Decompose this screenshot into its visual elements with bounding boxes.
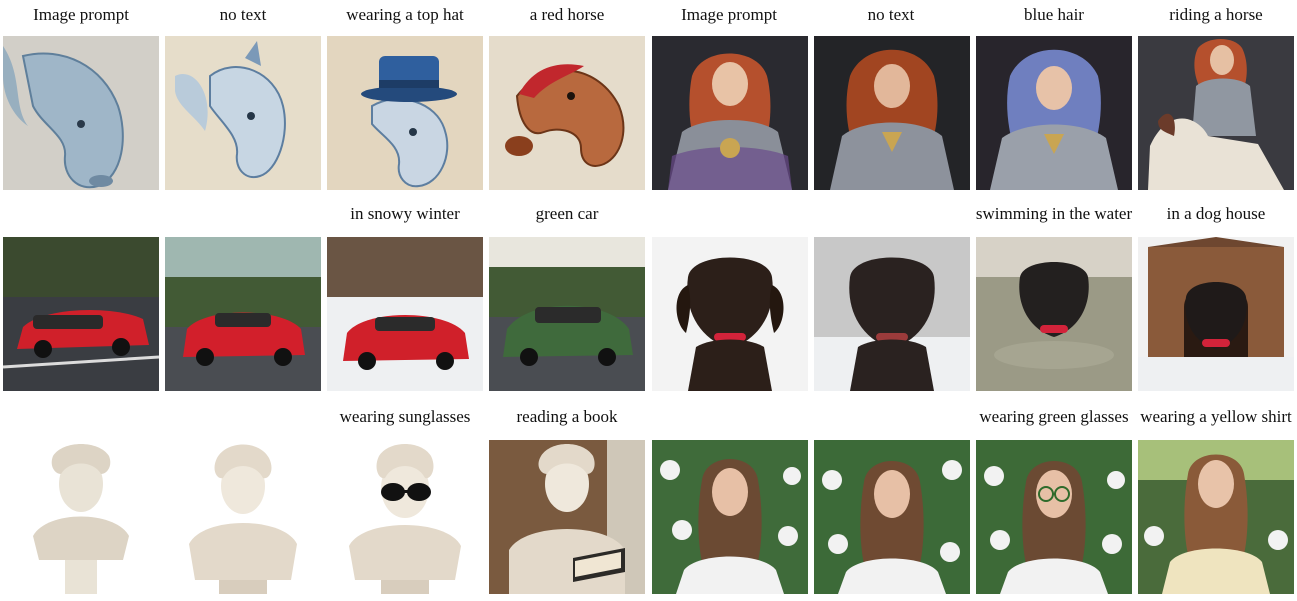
image-warrior-blue-hair (976, 36, 1132, 190)
image-car-snowy-winter (327, 237, 483, 391)
caption-r1-c3: wearing a top hat (346, 5, 464, 24)
image-warrior-prompt (652, 36, 808, 190)
caption-r3-c8: wearing a yellow shirt (1140, 407, 1292, 426)
image-woman-green-glasses (976, 440, 1132, 594)
image-horse-sketch-prompt (3, 36, 159, 190)
image-statue-prompt (3, 440, 159, 594)
caption-r1-c1: Image prompt (33, 5, 129, 24)
image-dog-in-dog-house (1138, 237, 1294, 391)
image-dog-swimming (976, 237, 1132, 391)
image-statue-reading-book (489, 440, 645, 594)
image-woman-no-text (814, 440, 970, 594)
caption-r2-c4: green car (535, 204, 599, 223)
caption-r1-c8: riding a horse (1169, 5, 1263, 24)
image-car-green (489, 237, 645, 391)
image-dog-prompt (652, 237, 808, 391)
image-statue-sunglasses (327, 440, 483, 594)
caption-r1-c4: a red horse (529, 5, 605, 24)
image-car-prompt (3, 237, 159, 391)
caption-r2-c3: in snowy winter (350, 204, 460, 223)
caption-r1-c6: no text (867, 5, 915, 24)
caption-r3-c4: reading a book (516, 407, 618, 426)
image-car-no-text (165, 237, 321, 391)
image-horse-red (489, 36, 645, 190)
caption-r1-c2: no text (219, 5, 267, 24)
caption-r3-c3: wearing sunglasses (339, 407, 471, 426)
caption-r1-c5: Image prompt (681, 5, 777, 24)
image-dog-no-text (814, 237, 970, 391)
image-statue-no-text (165, 440, 321, 594)
caption-r2-c8: in a dog house (1166, 204, 1266, 223)
image-woman-yellow-shirt (1138, 440, 1294, 594)
image-warrior-no-text (814, 36, 970, 190)
image-woman-prompt (652, 440, 808, 594)
caption-r3-c7: wearing green glasses (979, 407, 1129, 426)
image-warrior-riding-horse (1138, 36, 1294, 190)
caption-r1-c7: blue hair (1024, 5, 1084, 24)
image-horse-sketch-no-text (165, 36, 321, 190)
caption-r2-c7: swimming in the water (975, 204, 1133, 223)
image-horse-top-hat (327, 36, 483, 190)
